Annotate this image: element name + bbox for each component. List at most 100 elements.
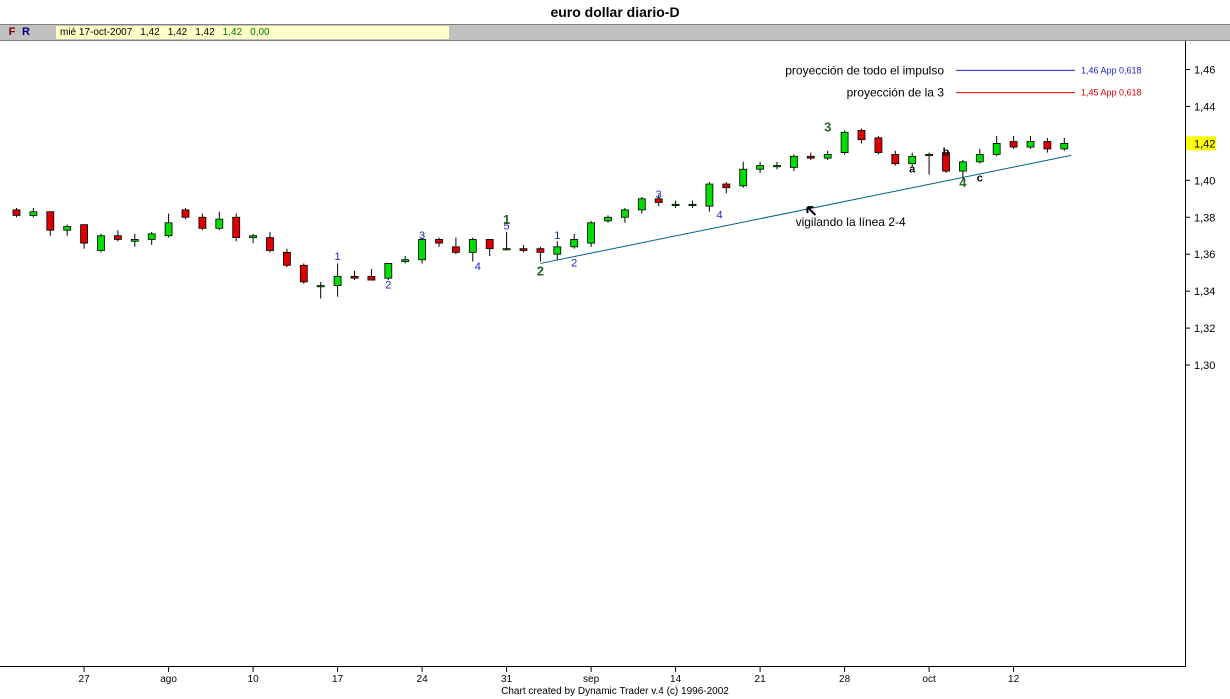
x-tick-label: oct [922,674,936,684]
projection-label: proyección de todo el impulso [785,63,944,77]
candle-body [249,235,258,238]
candle-body [468,239,477,253]
candle[interactable] [232,213,241,242]
candle[interactable] [637,196,646,214]
candle[interactable] [502,232,511,251]
candle[interactable] [705,182,714,212]
candle[interactable] [1043,137,1052,153]
x-tick-label: 14 [670,674,682,684]
candle[interactable] [840,130,849,155]
footer-credit: Chart created by Dynamic Trader v.4 (c) … [0,684,1230,699]
candle[interactable] [519,244,528,253]
candle-body [688,203,697,206]
candle[interactable] [12,208,21,218]
candle[interactable] [874,135,883,155]
candle[interactable] [908,152,917,168]
candle[interactable] [350,270,359,281]
r-button[interactable]: R [22,26,30,38]
candle[interactable] [401,256,410,264]
candle-body [12,209,21,216]
candle[interactable] [587,220,595,247]
y-tick-label: 1,38 [1194,212,1215,224]
candle[interactable] [823,150,832,161]
x-tick-label: ago [160,674,177,684]
candle-body [266,237,274,251]
candle-body [164,222,173,237]
candle[interactable] [942,152,950,173]
wave-label: 2 [571,258,577,270]
y-tick-label: 1,46 [1194,65,1215,77]
candle[interactable] [282,248,291,268]
candle[interactable] [671,200,680,209]
candle[interactable] [384,263,393,281]
candle[interactable] [418,237,427,264]
candle-body [350,275,359,279]
candle[interactable] [806,152,815,161]
candle[interactable] [756,161,764,173]
candle-body [130,239,139,242]
f-button[interactable]: F [8,26,16,38]
candle[interactable] [147,232,156,245]
candle-body [502,248,511,251]
candle[interactable] [46,211,55,236]
candle[interactable] [570,233,579,249]
candle[interactable] [215,211,224,231]
trendline-2-4[interactable] [540,154,1072,264]
candle[interactable] [333,263,342,297]
wave-label: 4 [716,209,722,221]
candle[interactable] [790,154,798,172]
candle[interactable] [604,215,612,223]
candle[interactable] [1026,135,1035,149]
quote-date: mié 17-oct-2007 [60,27,133,38]
candle[interactable] [316,281,325,299]
wave-label: 5 [504,221,510,233]
candle[interactable] [536,246,545,262]
candle-body [384,263,393,279]
candle-body [1026,141,1035,148]
info-bar: F R mié 17-oct-2007 1,42 1,42 1,42 1,42 0,00 [0,24,1230,41]
x-tick-label: 28 [839,674,851,684]
candle-body [874,137,883,154]
candle[interactable] [367,268,376,281]
candle-body [451,246,460,253]
candle[interactable] [891,150,900,166]
candle[interactable] [1060,137,1069,151]
candle[interactable] [181,208,190,220]
x-tick-label: 27 [79,674,91,684]
candle[interactable] [992,135,1001,157]
candle[interactable] [266,232,274,253]
candle[interactable] [164,213,173,238]
candle[interactable] [553,241,562,260]
candle[interactable] [97,233,105,253]
candle[interactable] [959,160,967,179]
candle[interactable] [249,233,258,244]
price-chart[interactable]: 1,30 1,32 1,34 1,36 1,38 1,40 1,42 1,44 1,46 27 a… [0,41,1230,684]
candle[interactable] [857,128,866,144]
candle[interactable] [468,237,477,262]
x-tick-label: 10 [248,674,260,684]
wave-label: 1 [503,212,510,227]
candle[interactable] [654,195,663,207]
candle[interactable] [114,230,122,242]
candle-body [553,246,562,255]
candle[interactable] [688,200,697,209]
candle[interactable] [130,233,139,247]
candle[interactable] [198,213,207,231]
candle[interactable] [621,208,629,223]
candle[interactable] [925,152,933,175]
candle[interactable] [739,161,748,188]
candle-body [604,216,612,222]
candle[interactable] [1009,135,1018,149]
candle[interactable] [773,161,781,170]
candle[interactable] [80,224,88,249]
candle[interactable] [451,237,460,255]
candle[interactable] [485,239,494,257]
x-tick-label: 17 [332,674,344,684]
candle[interactable] [63,224,72,236]
candle[interactable] [29,208,38,218]
candle-body [992,142,1001,155]
candle[interactable] [722,182,731,194]
candle[interactable] [435,237,443,247]
candle[interactable] [299,263,308,284]
candle[interactable] [975,148,984,164]
